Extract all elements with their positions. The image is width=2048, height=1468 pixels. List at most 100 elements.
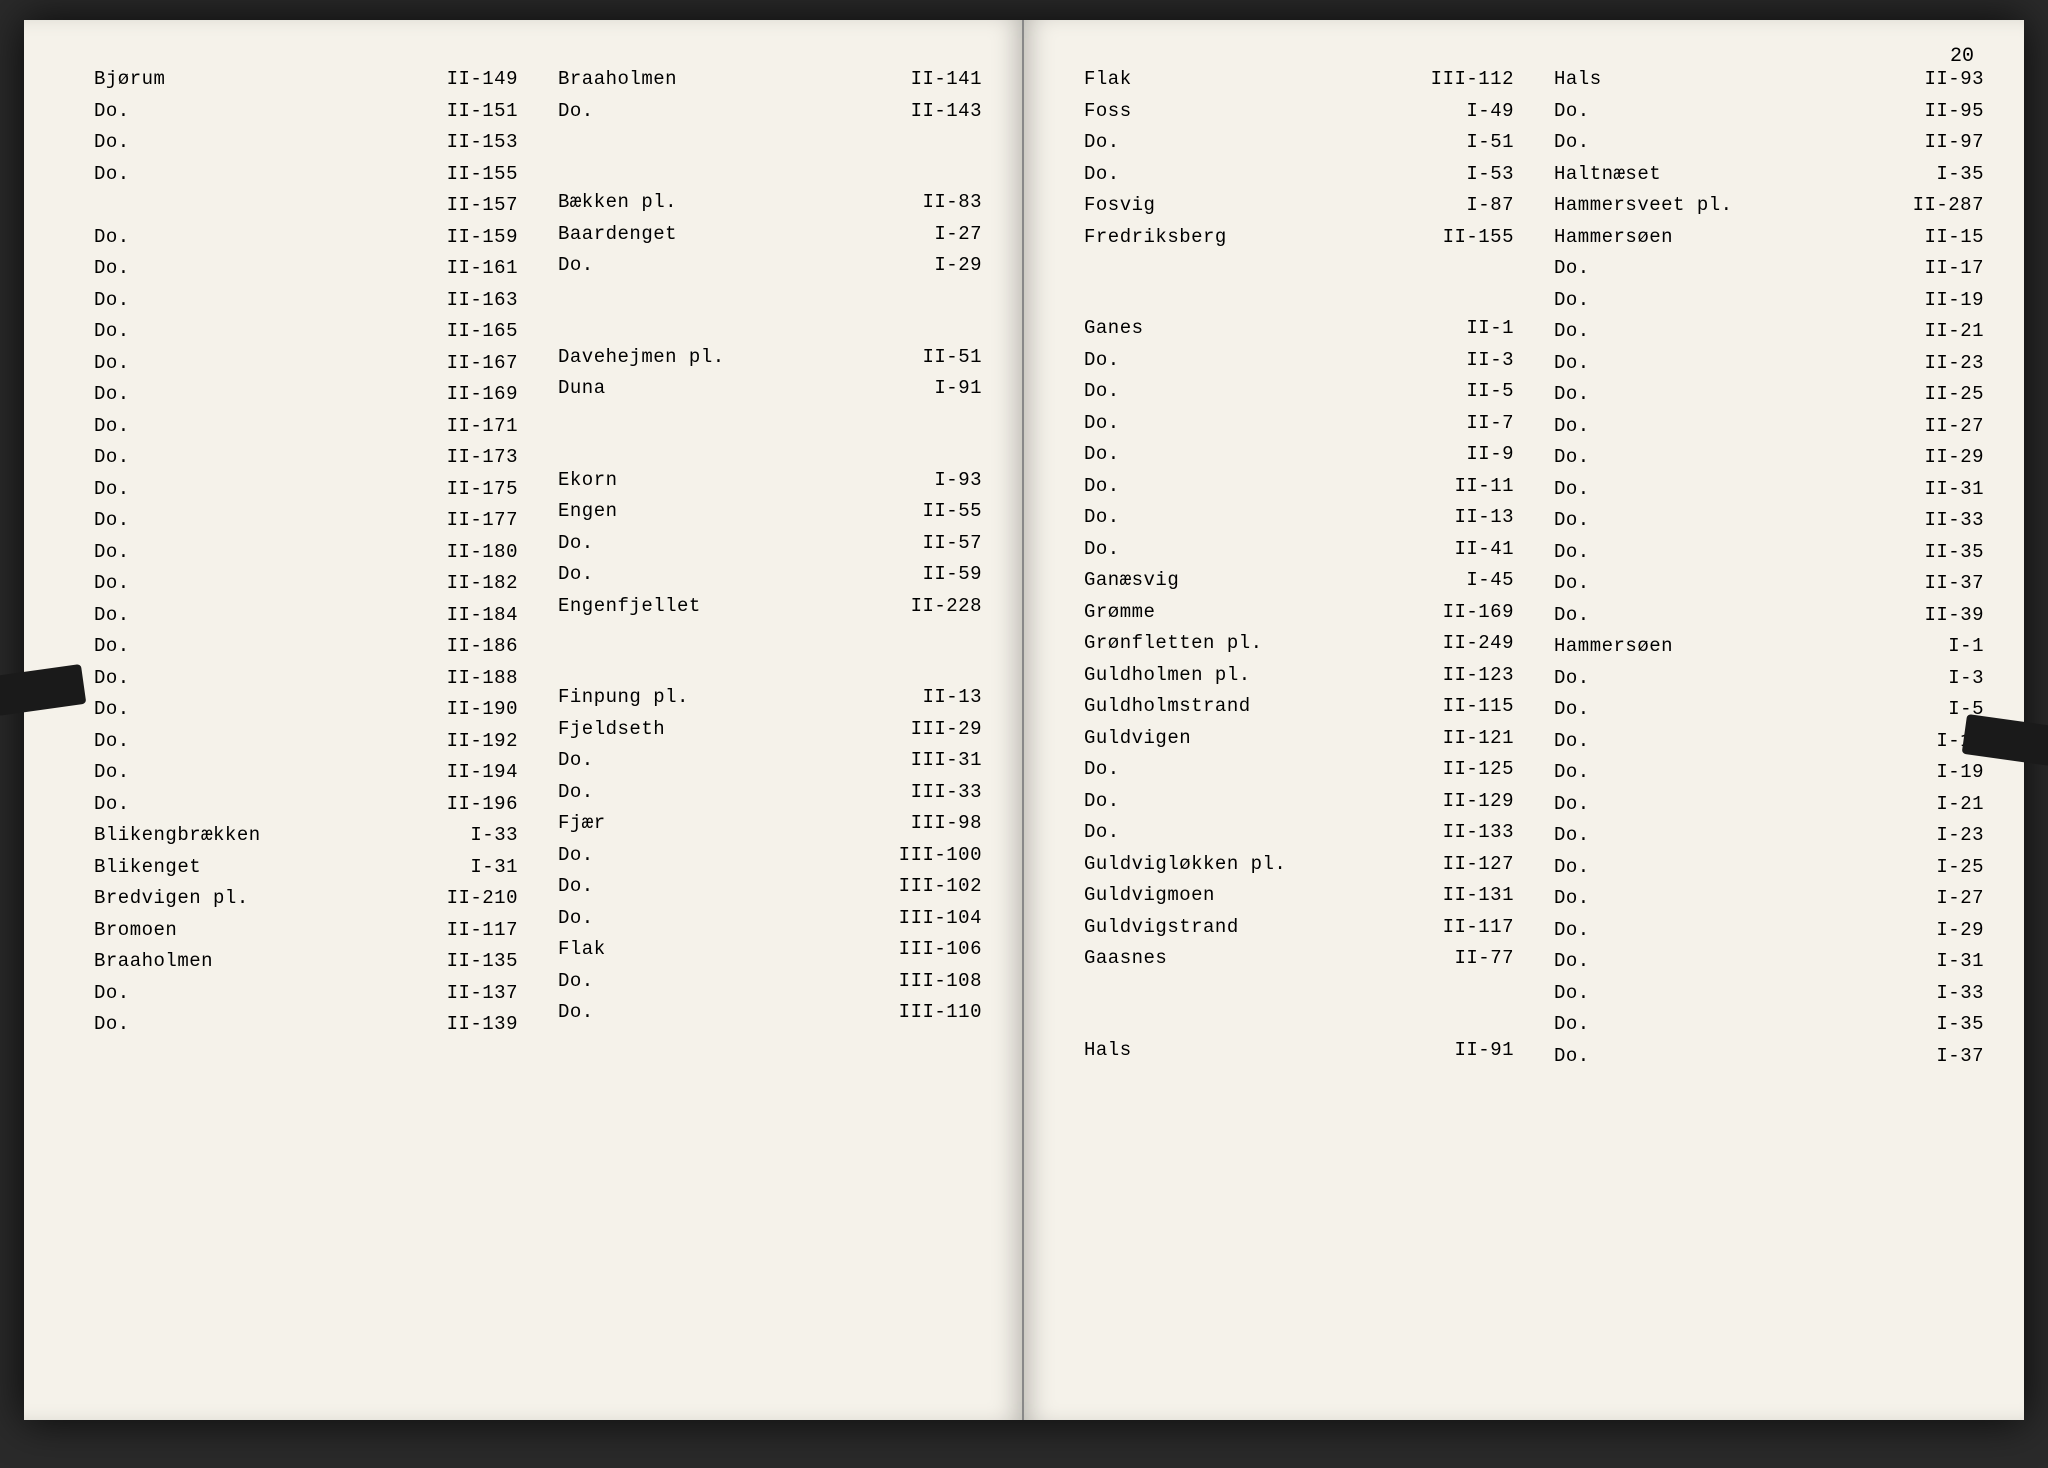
- entry-reference: I-27: [1884, 889, 1984, 908]
- entry-reference: I-51: [1414, 133, 1514, 152]
- index-entry: Do.II-151: [94, 102, 518, 121]
- entry-name: Do.: [558, 846, 882, 865]
- entry-reference: II-27: [1884, 417, 1984, 436]
- entry-reference: II-167: [418, 354, 518, 373]
- entry-name: Ganes: [1084, 319, 1414, 338]
- index-entry: Do.II-3: [1084, 351, 1514, 370]
- index-entry: FjærIII-98: [558, 814, 982, 833]
- entry-reference: II-3: [1414, 351, 1514, 370]
- index-entry: Do.II-27: [1554, 417, 1984, 436]
- index-entry: Do.II-59: [558, 565, 982, 584]
- entry-name: Bækken pl.: [558, 193, 882, 212]
- index-entry: HalsII-93: [1554, 70, 1984, 89]
- index-entry: BraaholmenII-141: [558, 70, 982, 89]
- left-column-2: BraaholmenII-141 Do.II-143 Bækken pl.II-83…: [558, 70, 982, 1047]
- index-entry: EngenII-55: [558, 502, 982, 521]
- entry-reference: II-159: [418, 228, 518, 247]
- entry-reference: II-184: [418, 606, 518, 625]
- entry-name: Foss: [1084, 102, 1414, 121]
- entry-reference: II-133: [1414, 823, 1514, 842]
- entry-reference: I-1: [1884, 637, 1984, 656]
- entry-name: Grønfletten pl.: [1084, 634, 1414, 653]
- entry-reference: II-39: [1884, 606, 1984, 625]
- entry-name: Do.: [94, 354, 418, 373]
- blank-line: [558, 133, 982, 163]
- entry-reference: II-182: [418, 574, 518, 593]
- entry-reference: II-155: [1414, 228, 1514, 247]
- entry-name: Do.: [1554, 669, 1884, 688]
- entry-reference: II-17: [1884, 259, 1984, 278]
- index-entry: Do.II-194: [94, 763, 518, 782]
- entry-reference: III-106: [882, 940, 982, 959]
- entry-name: Do.: [558, 565, 882, 584]
- entry-name: Guldvigløkken pl.: [1084, 855, 1414, 874]
- index-entry: Do.I-17: [1554, 732, 1984, 751]
- entry-reference: II-180: [418, 543, 518, 562]
- entry-reference: II-29: [1884, 448, 1984, 467]
- entry-name: Do.: [558, 877, 882, 896]
- entry-name: Do.: [1554, 732, 1884, 751]
- entry-reference: II-175: [418, 480, 518, 499]
- index-entry: Bredvigen pl.II-210: [94, 889, 518, 908]
- entry-reference: II-127: [1414, 855, 1514, 874]
- entry-name: Grømme: [1084, 603, 1414, 622]
- entry-reference: II-83: [882, 193, 982, 212]
- index-entry: Do.II-39: [1554, 606, 1984, 625]
- entry-reference: II-137: [418, 984, 518, 1003]
- entry-reference: II-194: [418, 763, 518, 782]
- entry-name: Do.: [1554, 133, 1884, 152]
- index-entry: GuldvigstrandII-117: [1084, 918, 1514, 937]
- entry-name: Guldvigstrand: [1084, 918, 1414, 937]
- entry-name: Guldvigmoen: [1084, 886, 1414, 905]
- entry-name: Hals: [1554, 70, 1884, 89]
- entry-reference: II-41: [1414, 540, 1514, 559]
- entry-reference: I-27: [882, 225, 982, 244]
- entry-reference: I-31: [1884, 952, 1984, 971]
- index-entry: Do.II-190: [94, 700, 518, 719]
- entry-reference: II-123: [1414, 666, 1514, 685]
- entry-reference: I-33: [418, 826, 518, 845]
- entry-reference: II-169: [1414, 603, 1514, 622]
- index-entry: GanesII-1: [1084, 319, 1514, 338]
- entry-name: Davehejmen pl.: [558, 348, 882, 367]
- right-column-2: HalsII-93Do.II-95Do.II-97HaltnæsetI-35Ha…: [1554, 70, 1984, 1078]
- index-entry: Do.II-188: [94, 669, 518, 688]
- blank-line: [558, 411, 982, 441]
- index-entry: Do.I-25: [1554, 858, 1984, 877]
- entry-name: Blikenget: [94, 858, 418, 877]
- entry-name: Do.: [558, 534, 882, 553]
- entry-reference: II-117: [1414, 918, 1514, 937]
- entry-name: Blikengbrækken: [94, 826, 418, 845]
- entry-reference: I-45: [1414, 571, 1514, 590]
- entry-name: Hals: [1084, 1041, 1414, 1060]
- index-entry: Do.II-143: [558, 102, 982, 121]
- entry-name: Do.: [1554, 448, 1884, 467]
- entry-reference: II-155: [418, 165, 518, 184]
- index-entry: Do.II-31: [1554, 480, 1984, 499]
- entry-name: Fjeldseth: [558, 720, 882, 739]
- entry-name: Do.: [1554, 102, 1884, 121]
- index-entry: BjørumII-149: [94, 70, 518, 89]
- entry-name: Do.: [94, 291, 418, 310]
- index-entry: Do.I-29: [558, 256, 982, 275]
- entry-reference: I-3: [1884, 669, 1984, 688]
- index-entry: Do.I-37: [1554, 1047, 1984, 1066]
- entry-name: Guldvigen: [1084, 729, 1414, 748]
- entry-name: Do.: [94, 606, 418, 625]
- entry-reference: I-35: [1884, 165, 1984, 184]
- index-entry: Do.III-100: [558, 846, 982, 865]
- entry-reference: II-157: [418, 196, 518, 215]
- entry-reference: II-31: [1884, 480, 1984, 499]
- entry-reference: II-77: [1414, 949, 1514, 968]
- index-entry: DunaI-91: [558, 379, 982, 398]
- index-entry: Do.II-137: [94, 984, 518, 1003]
- index-entry: HalsII-91: [1084, 1041, 1514, 1060]
- index-entry: Do.II-177: [94, 511, 518, 530]
- index-entry: EngenfjelletII-228: [558, 597, 982, 616]
- blank-line: [558, 628, 982, 658]
- entry-reference: II-228: [882, 597, 982, 616]
- index-entry: FredriksbergII-155: [1084, 228, 1514, 247]
- entry-reference: II-1: [1414, 319, 1514, 338]
- entry-name: Do.: [1084, 165, 1414, 184]
- index-entry: Do.I-53: [1084, 165, 1514, 184]
